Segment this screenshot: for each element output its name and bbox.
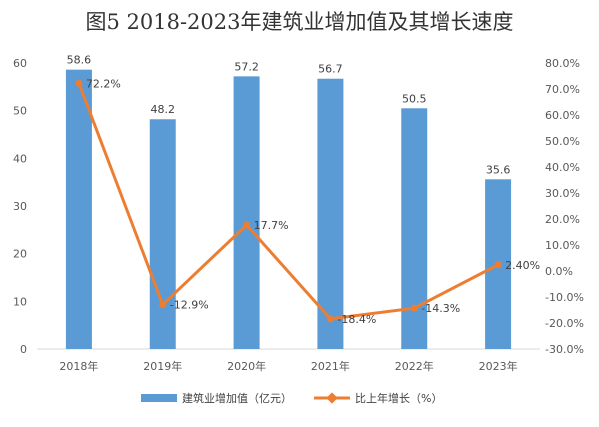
x-tick-label: 2019年	[143, 359, 182, 373]
bar	[65, 69, 92, 349]
growth-line	[77, 81, 500, 321]
bar	[233, 76, 260, 349]
y-right-tick-label: -10.0%	[545, 291, 584, 304]
y-right-tick-label: 10.0%	[545, 239, 580, 252]
growth-value-label: -14.3%	[421, 302, 460, 315]
y-left-tick-label: 40	[13, 152, 27, 165]
x-tick-label: 2021年	[311, 359, 350, 373]
y-right-tick-label: 40.0%	[545, 161, 580, 174]
growth-value-label: 17.7%	[254, 219, 289, 232]
growth-point	[159, 301, 167, 309]
legend-swatch-bars	[141, 394, 177, 402]
growth-point	[75, 79, 83, 87]
bar-value-label: 48.2	[151, 103, 176, 116]
bar-value-label: 57.2	[234, 60, 259, 73]
growth-value-label: 72.2%	[86, 77, 121, 90]
legend-marker-line	[326, 392, 338, 404]
growth-value-label: 2.40%	[505, 259, 540, 272]
y-right-tick-label: 80.0%	[545, 57, 580, 70]
bar-value-label: 35.6	[486, 163, 511, 176]
y-left-tick-label: 10	[13, 295, 27, 308]
growth-value-label: -12.9%	[170, 299, 209, 312]
bar-value-label: 58.6	[67, 54, 92, 67]
growth-value-label: -18.4%	[337, 313, 376, 326]
x-tick-label: 2020年	[227, 359, 266, 373]
growth-point	[494, 261, 502, 269]
y-right-tick-label: -20.0%	[545, 317, 584, 330]
y-left-tick-label: 0	[20, 343, 27, 356]
growth-point	[243, 221, 251, 229]
x-tick-label: 2023年	[479, 359, 518, 373]
bar-value-label: 56.7	[318, 63, 343, 76]
chart-title: 图5 2018-2023年建筑业增加值及其增长速度	[85, 10, 514, 34]
y-right-tick-label: 30.0%	[545, 187, 580, 200]
y-right-tick-label: -30.0%	[545, 343, 584, 356]
y-right-tick-label: 0.0%	[545, 265, 573, 278]
bar	[149, 119, 176, 349]
x-tick-label: 2018年	[59, 359, 98, 373]
y-left-tick-label: 50	[13, 105, 27, 118]
legend-label-line: 比上年增长（%）	[355, 391, 442, 405]
y-right-tick-label: 70.0%	[545, 83, 580, 96]
y-left-tick-label: 60	[13, 57, 27, 70]
y-right-tick-label: 20.0%	[545, 213, 580, 226]
growth-point	[326, 315, 334, 323]
y-left-tick-label: 30	[13, 200, 27, 213]
growth-point	[410, 304, 418, 312]
x-tick-label: 2022年	[395, 359, 434, 373]
y-right-tick-label: 50.0%	[545, 135, 580, 148]
y-left-tick-label: 20	[13, 248, 27, 261]
bar	[317, 78, 344, 349]
y-right-tick-label: 60.0%	[545, 109, 580, 122]
bar-value-label: 50.5	[402, 92, 427, 105]
legend-label-bars: 建筑业增加值（亿元）	[182, 391, 292, 405]
